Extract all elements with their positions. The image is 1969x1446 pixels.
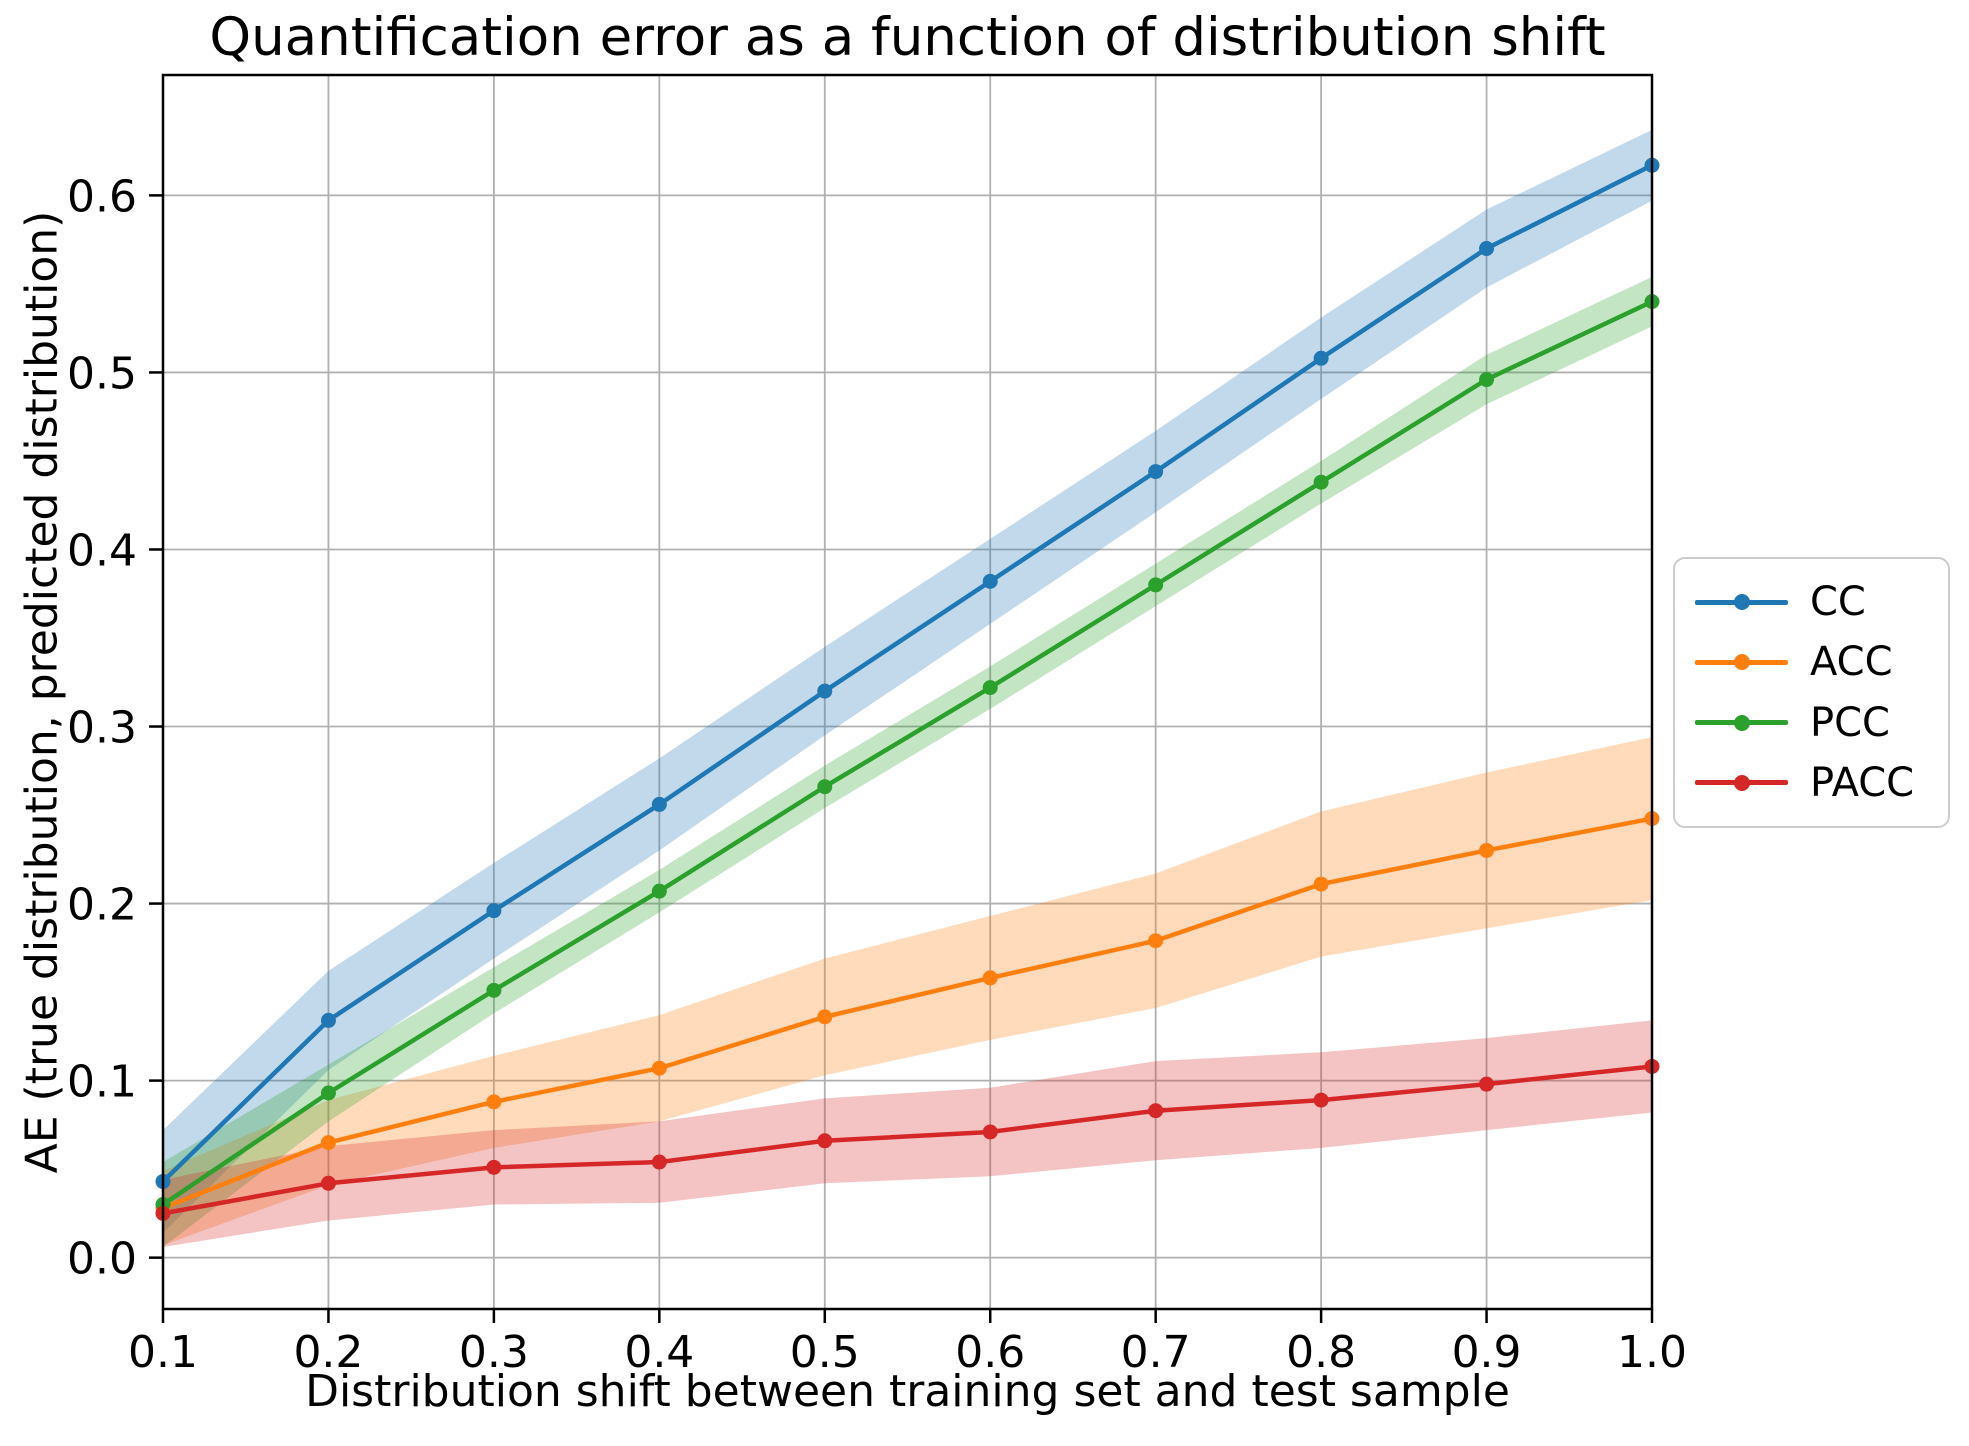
legend-item-acc: ACC	[1695, 639, 1948, 685]
x-tick-label: 0.5	[790, 1327, 860, 1378]
x-tick-label: 0.7	[1121, 1327, 1191, 1378]
x-axis-label: Distribution shift between training set …	[305, 1366, 1510, 1417]
legend-line-sample-pacc	[1695, 774, 1788, 791]
marker-acc	[1479, 842, 1495, 858]
axes-spine	[161, 73, 1654, 1311]
marker-cc	[486, 903, 502, 919]
x-tick-label: 0.9	[1452, 1327, 1522, 1378]
marker-pcc	[1479, 372, 1495, 388]
marker-pcc	[486, 982, 502, 998]
marker-pacc	[817, 1133, 833, 1149]
marker-cc	[982, 573, 998, 589]
marker-pacc	[982, 1124, 998, 1140]
marker-acc	[1148, 933, 1164, 949]
y-tick-label: 0.0	[67, 1234, 137, 1285]
marker-cc	[1479, 241, 1495, 257]
legend-item-cc: CC	[1695, 579, 1948, 625]
marker-cc	[817, 683, 833, 699]
band-pcc	[163, 276, 1652, 1248]
marker-acc	[320, 1135, 336, 1151]
legend: CC ACC PCC PACC	[1673, 557, 1950, 828]
marker-cc	[320, 1012, 336, 1028]
band-cc	[163, 129, 1652, 1233]
legend-sample-dot	[1733, 774, 1750, 791]
marker-cc	[1148, 464, 1164, 480]
y-tick-label: 0.1	[67, 1057, 137, 1108]
legend-sample-dot	[1733, 714, 1750, 731]
marker-pcc	[817, 779, 833, 795]
legend-line-sample-pcc	[1695, 714, 1788, 731]
line-acc	[162, 816, 1653, 1211]
x-tick-label: 0.8	[1286, 1327, 1356, 1378]
band-acc	[163, 737, 1652, 1246]
legend-label: PACC	[1810, 759, 1915, 806]
marker-pacc	[651, 1154, 667, 1170]
marker-pcc	[982, 680, 998, 696]
legend-item-pcc: PCC	[1695, 700, 1948, 746]
marker-pacc	[1148, 1103, 1164, 1119]
x-tick-label: 0.4	[624, 1327, 694, 1378]
legend-label: PCC	[1810, 699, 1890, 746]
marker-pacc	[1313, 1092, 1329, 1108]
band-pacc	[163, 1020, 1652, 1248]
marker-pacc	[320, 1175, 336, 1191]
x-tick-label: 0.3	[459, 1327, 529, 1378]
y-axis-label: AE (true distribution, predicted distrib…	[16, 210, 68, 1174]
chart-title: Quantification error as a function of di…	[209, 7, 1606, 68]
marker-acc	[651, 1060, 667, 1076]
legend-line-sample-cc	[1695, 594, 1788, 611]
legend-sample-dot	[1733, 594, 1750, 611]
y-tick-label: 0.4	[67, 525, 137, 576]
marker-acc	[817, 1009, 833, 1025]
marker-acc	[1313, 876, 1329, 892]
marker-pcc	[1313, 474, 1329, 490]
y-tick-label: 0.5	[67, 348, 137, 399]
legend-label: ACC	[1810, 639, 1893, 686]
y-tick-label: 0.2	[67, 880, 137, 931]
marker-cc	[1313, 350, 1329, 366]
line-cc	[161, 163, 1654, 1184]
x-tick-label: 0.6	[955, 1327, 1025, 1378]
marker-pcc	[320, 1085, 336, 1101]
line-pacc	[162, 1064, 1653, 1216]
line-pcc	[161, 299, 1653, 1207]
legend-line-sample-acc	[1695, 654, 1788, 671]
marker-pacc	[1479, 1076, 1495, 1092]
legend-label: CC	[1810, 579, 1866, 626]
y-tick-label: 0.3	[67, 703, 137, 754]
y-tick-label: 0.6	[67, 171, 137, 222]
x-tick-label: 0.2	[293, 1327, 363, 1378]
marker-acc	[982, 970, 998, 986]
marker-cc	[651, 796, 667, 812]
marker-pcc	[1148, 577, 1164, 593]
marker-pcc	[651, 883, 667, 899]
legend-sample-dot	[1733, 654, 1750, 671]
x-tick-label: 0.1	[128, 1327, 198, 1378]
x-tick-label: 1.0	[1617, 1327, 1687, 1378]
marker-acc	[486, 1094, 502, 1110]
marker-pacc	[486, 1159, 502, 1175]
legend-item-pacc: PACC	[1695, 760, 1948, 806]
